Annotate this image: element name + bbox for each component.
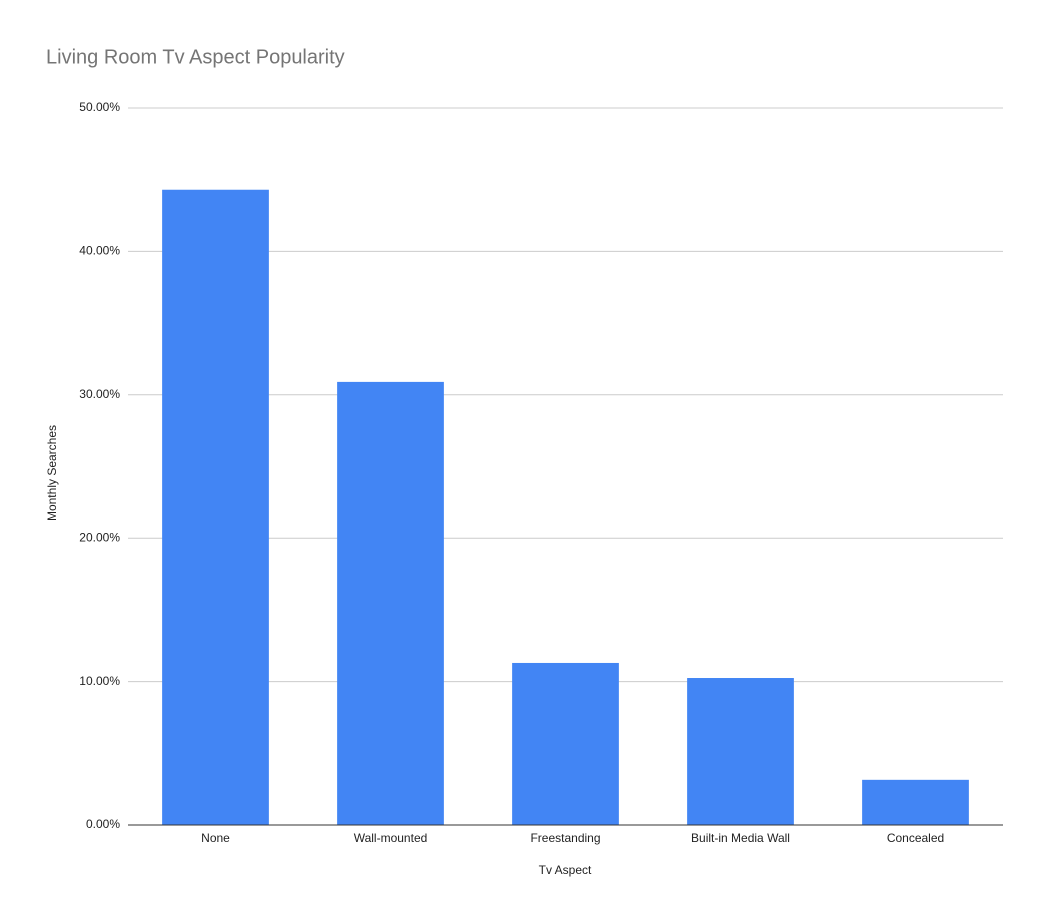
bar [162,189,269,825]
bar [862,779,969,825]
y-tick-label: 10.00% [79,674,120,688]
x-tick-label: Freestanding [530,831,600,845]
y-tick-label: 20.00% [79,530,120,544]
bar [687,678,794,825]
y-axis-label: Monthly Searches [45,425,59,521]
y-tick-label: 30.00% [79,387,120,401]
bar [337,381,444,825]
bar [512,662,619,825]
x-tick-label: Built-in Media Wall [691,831,790,845]
y-tick-label: 40.00% [79,244,120,258]
y-tick-label: 50.00% [79,100,120,114]
y-tick-label: 0.00% [86,817,120,831]
x-axis-label: Tv Aspect [539,863,592,877]
chart-title: Living Room Tv Aspect Popularity [46,46,345,68]
x-tick-label: None [201,831,230,845]
x-tick-label: Wall-mounted [354,831,428,845]
x-tick-label: Concealed [887,831,944,845]
